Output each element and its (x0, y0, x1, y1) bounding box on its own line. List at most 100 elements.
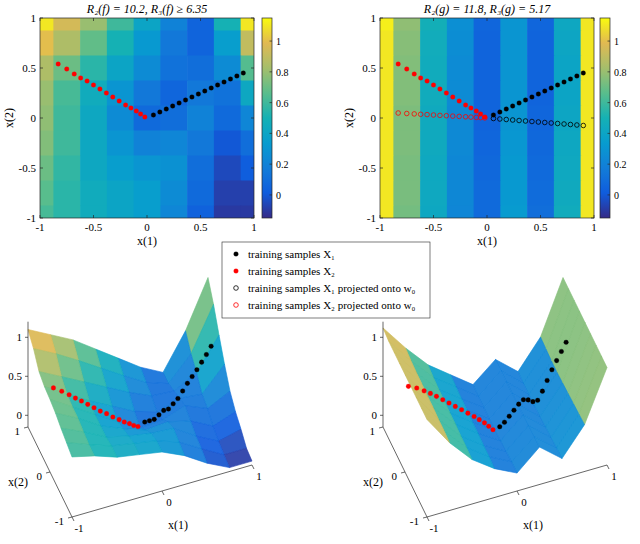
sample-point (170, 104, 175, 109)
heat-cell (134, 206, 161, 219)
axes-frame (40, 18, 254, 218)
heat-cell (581, 131, 594, 157)
heat-cell (380, 56, 394, 82)
heat-cell (134, 56, 161, 82)
heat-cell (53, 56, 80, 82)
heat-cell (107, 31, 134, 57)
y-tick (380, 168, 383, 169)
x-tick (594, 215, 595, 218)
surface-patch (67, 443, 95, 457)
colorbar-tick (270, 194, 273, 195)
y-tick (251, 68, 254, 69)
heat-cell (80, 56, 107, 82)
y-tick-label: 0 (31, 112, 37, 124)
heat-cell (160, 131, 187, 157)
sample-point (404, 67, 409, 72)
heat-cell (187, 206, 214, 219)
sample-point (535, 398, 540, 403)
heat-cell (40, 206, 54, 219)
sample-point (79, 399, 84, 404)
x-tick (380, 18, 381, 21)
sample-point (457, 99, 462, 104)
heat-cell (241, 156, 254, 182)
sample-point (549, 86, 554, 91)
x-tick (147, 18, 148, 21)
sample-point (450, 95, 455, 100)
sample-point (185, 381, 190, 386)
x-axis-label: x(1) (523, 518, 543, 532)
heat-cell (500, 31, 527, 57)
sample-point (241, 71, 246, 76)
heat-cell (420, 81, 447, 107)
x-tick (252, 465, 254, 469)
heat-cell (420, 206, 447, 219)
x-tick-label: 1 (256, 470, 262, 482)
y-tick (68, 517, 72, 518)
x-tick (93, 215, 94, 218)
x-tick-label: 1 (611, 470, 617, 482)
sample-point (418, 76, 423, 81)
sample-point (164, 107, 169, 112)
x-tick-label: 0 (166, 496, 172, 508)
heat-cell (241, 18, 254, 31)
y-tick (46, 472, 50, 473)
y-tick (251, 118, 254, 119)
colorbar-tick-label: 0 (276, 190, 281, 201)
heat-cell (554, 181, 581, 207)
heat-cell (134, 18, 161, 31)
surface-patch (579, 356, 607, 424)
colorbar-tick-label: 0.8 (276, 67, 289, 78)
surface-patch (422, 408, 450, 442)
x-tick (607, 465, 609, 469)
colorbar-tick-label: 0 (614, 190, 619, 201)
colorbar-tick (270, 133, 273, 134)
sample-point (51, 386, 56, 391)
sample-point (72, 72, 77, 77)
sample-point (498, 110, 503, 115)
sample-point (67, 392, 72, 397)
heat-cell (474, 81, 501, 107)
surface-patch (61, 428, 89, 444)
heat-cell (80, 31, 107, 57)
sample-point (215, 83, 220, 88)
heat-cell (527, 81, 554, 107)
heat-cell (380, 106, 394, 132)
y-tick (380, 218, 383, 219)
y-tick (251, 18, 254, 19)
y-tick (380, 18, 383, 19)
heat-cell (187, 81, 214, 107)
sample-point (526, 398, 531, 403)
y-tick-label: -1 (367, 212, 376, 224)
y-tick (24, 427, 28, 428)
heat-cell (554, 206, 581, 219)
heat-cell (214, 31, 241, 57)
heat-cell (474, 18, 501, 31)
x-axis-label: x(1) (477, 234, 497, 248)
y-tick-label: 1 (15, 425, 21, 437)
colorbar-tick (608, 133, 611, 134)
heat-cell (500, 56, 527, 82)
sample-point (564, 340, 569, 345)
sample-point (497, 424, 502, 429)
heat-cell (393, 206, 420, 219)
x-tick-label: 0 (144, 221, 150, 233)
sample-point (482, 421, 487, 426)
surface-patch (416, 397, 444, 431)
sample-point (542, 89, 547, 94)
sample-point (127, 421, 132, 426)
heat-cell (53, 181, 80, 207)
heat-cell (160, 206, 187, 219)
heat-cell (107, 131, 134, 157)
y-tick-label: 1 (370, 425, 376, 437)
z-tick-label: 0.5 (8, 370, 22, 382)
sample-point (431, 83, 436, 88)
sample-point (142, 420, 147, 425)
heat-cell (134, 81, 161, 107)
sample-point (195, 367, 200, 372)
sample-point (521, 397, 526, 402)
z-tick (380, 415, 383, 416)
heat-cell (581, 106, 594, 132)
sample-point (554, 358, 559, 363)
colorbar-tick-label: 0.6 (276, 98, 289, 109)
axes-frame (380, 18, 594, 218)
